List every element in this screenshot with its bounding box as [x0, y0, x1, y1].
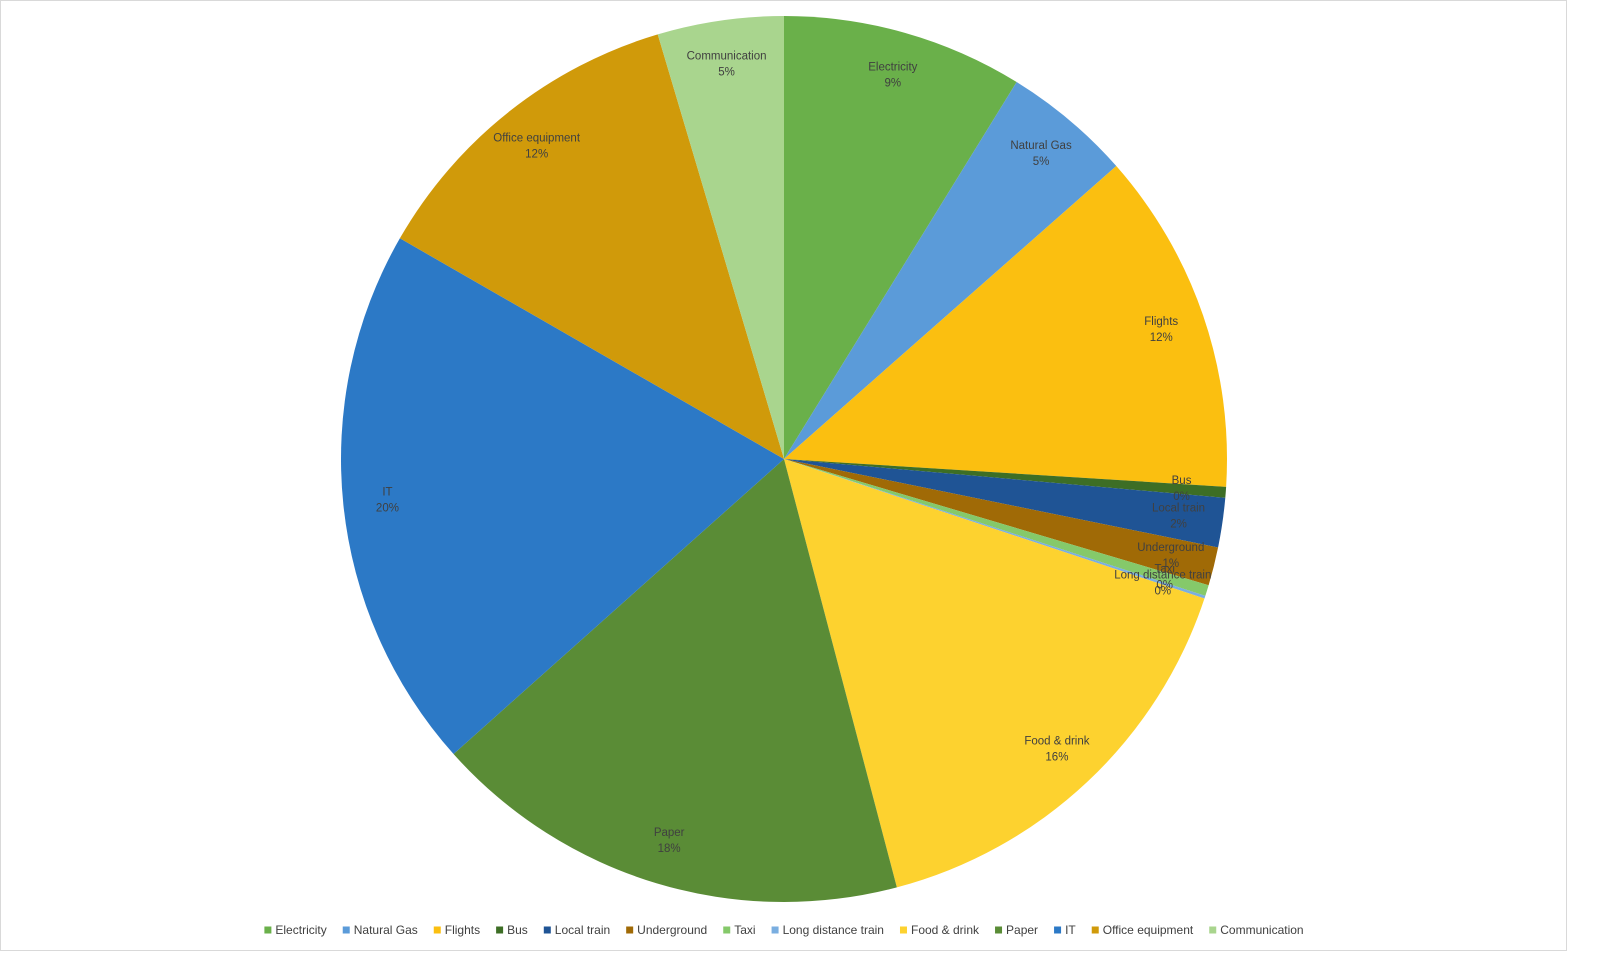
legend-item: Electricity: [264, 923, 327, 937]
pie-slice: [784, 459, 1209, 596]
legend-swatch: [626, 926, 634, 934]
legend-label: Paper: [1006, 923, 1038, 937]
legend-swatch: [1091, 926, 1099, 934]
legend-item: Long distance train: [771, 923, 884, 937]
slice-label: Flights: [1144, 316, 1178, 328]
legend-label: Flights: [445, 923, 480, 937]
legend-swatch: [1209, 926, 1217, 934]
slice-label: IT: [382, 486, 392, 498]
legend-swatch: [264, 926, 272, 934]
slice-label: Bus: [1172, 475, 1192, 487]
slice-label: Natural Gas: [1010, 140, 1072, 152]
slice-label: Local train: [1152, 502, 1205, 514]
pie-slice: [784, 16, 1017, 459]
legend-swatch: [433, 926, 441, 934]
slice-value-label: 16%: [1045, 752, 1068, 764]
legend-label: Natural Gas: [354, 923, 418, 937]
legend-item: IT: [1054, 923, 1076, 937]
slice-label: Paper: [654, 827, 685, 839]
slice-value-label: 20%: [376, 502, 399, 514]
pie: [340, 16, 1227, 903]
legend-label: Underground: [637, 923, 707, 937]
legend-label: Bus: [507, 923, 528, 937]
legend-swatch: [995, 926, 1003, 934]
legend-swatch: [771, 926, 779, 934]
legend: Electricity Natural Gas Flights Bus Local tr…: [264, 923, 1304, 937]
slice-value-label: 1%: [1162, 558, 1179, 570]
legend-item: Taxi: [723, 923, 756, 937]
legend-label: Electricity: [275, 923, 326, 937]
pie-slice: [784, 82, 1117, 459]
pie-slice: [784, 166, 1227, 487]
pie-slice: [657, 16, 784, 459]
slice-label: Office equipment: [493, 132, 581, 144]
slice-label: Underground: [1137, 542, 1204, 554]
legend-label: IT: [1065, 923, 1076, 937]
legend-item: Paper: [995, 923, 1038, 937]
slice-label: Food & drink: [1024, 736, 1089, 748]
legend-swatch: [899, 926, 907, 934]
pie-slice: [399, 34, 784, 459]
pie-slice: [784, 459, 1206, 599]
slice-value-label: 12%: [1150, 332, 1173, 344]
pie-slice: [784, 459, 1205, 888]
legend-item: Flights: [433, 923, 480, 937]
legend-swatch: [1054, 926, 1062, 934]
pie-slice: [784, 459, 1227, 498]
legend-swatch: [543, 926, 551, 934]
slice-value-label: 5%: [718, 66, 735, 78]
legend-item: Natural Gas: [342, 923, 418, 937]
slice-value-label: 2%: [1170, 518, 1187, 530]
legend-label: Office equipment: [1103, 923, 1194, 937]
pie-slice: [453, 459, 897, 903]
data-labels: Electricity 9% Natural Gas 5% Flights 12% Bus 0…: [376, 50, 1211, 854]
pie-slice: [784, 459, 1219, 586]
legend-swatch: [723, 926, 731, 934]
slice-value-label: 18%: [658, 843, 681, 855]
slice-label: Communication: [687, 50, 767, 62]
slice-value-label: 5%: [1033, 156, 1050, 168]
slice-value-label: 0%: [1156, 579, 1173, 591]
slice-label: Taxi: [1154, 563, 1174, 575]
pie-slice: [784, 459, 1226, 548]
slice-value-label: 12%: [525, 148, 548, 160]
slice-label: Long distance train: [1114, 569, 1211, 581]
legend-item: Office equipment: [1091, 923, 1194, 937]
legend-label: Food & drink: [911, 923, 980, 937]
slice-label: Electricity: [868, 61, 917, 73]
legend-swatch: [342, 926, 350, 934]
legend-item: Bus: [496, 923, 528, 937]
slice-value-label: 0%: [1154, 585, 1171, 597]
legend-item: Food & drink: [899, 923, 980, 937]
legend-label: Long distance train: [783, 923, 884, 937]
legend-item: Communication: [1209, 923, 1304, 937]
legend-label: Local train: [555, 923, 610, 937]
legend-item: Underground: [626, 923, 707, 937]
legend-label: Taxi: [734, 923, 755, 937]
legend-item: Local train: [543, 923, 610, 937]
slice-value-label: 0%: [1173, 491, 1190, 503]
legend-swatch: [496, 926, 504, 934]
legend-label: Communication: [1220, 923, 1303, 937]
pie-slice: [340, 238, 784, 755]
slice-value-label: 9%: [885, 77, 902, 89]
